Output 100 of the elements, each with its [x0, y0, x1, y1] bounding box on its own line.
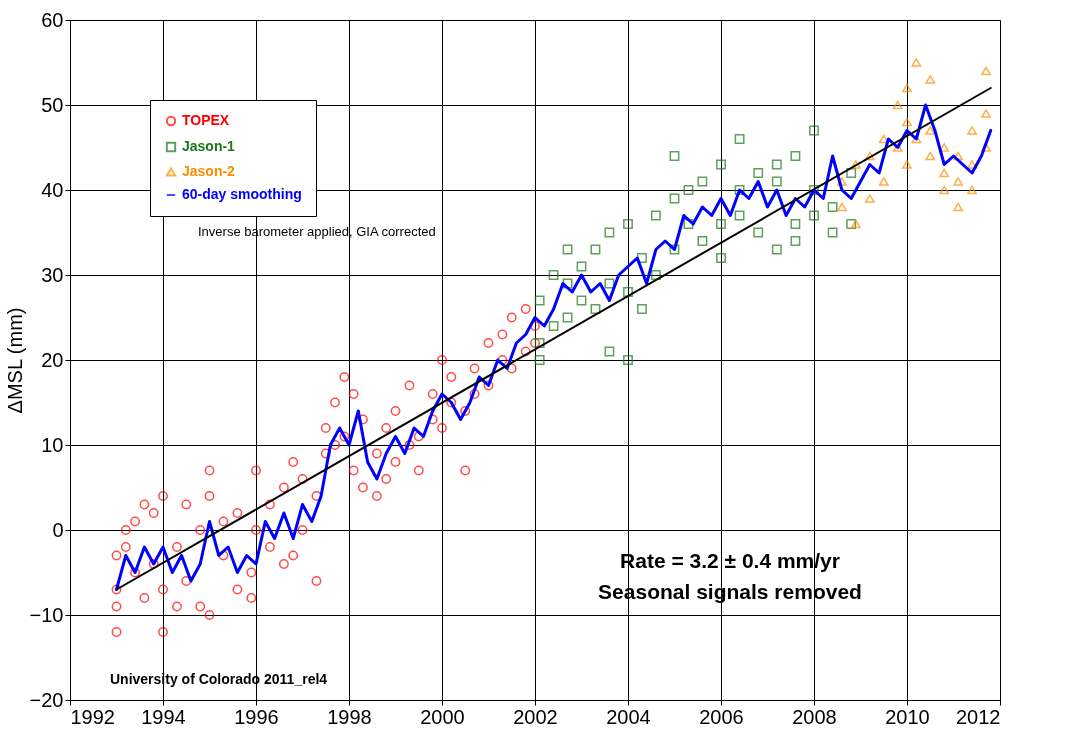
- point: [734, 134, 745, 144]
- point: [534, 338, 545, 348]
- point: [683, 219, 694, 229]
- x-tick-label: 1994: [141, 705, 186, 728]
- point: [548, 270, 559, 280]
- point: [771, 159, 782, 170]
- point: [590, 304, 601, 314]
- point: [878, 177, 889, 186]
- point: [562, 244, 573, 255]
- point: [734, 185, 745, 195]
- point: [827, 202, 838, 212]
- legend-label: TOPEX: [182, 112, 230, 128]
- x-tick-label: 2000: [420, 705, 465, 728]
- point: [771, 244, 782, 255]
- x-tick-label: 2010: [885, 705, 930, 728]
- point: [669, 193, 680, 204]
- y-tick-label: 40: [41, 178, 64, 201]
- point: [953, 202, 964, 212]
- point: [534, 355, 545, 365]
- point: [981, 143, 991, 152]
- y-tick-label: −10: [29, 603, 64, 626]
- point: [753, 168, 764, 178]
- x-tick-label: 2006: [699, 705, 744, 728]
- point: [925, 151, 936, 161]
- x-tick-label: 2012: [956, 705, 1001, 728]
- point: [623, 287, 633, 297]
- point: [836, 202, 847, 212]
- x-tick-label: 1992: [70, 705, 115, 728]
- point: [809, 210, 819, 221]
- point: [623, 355, 633, 365]
- point: [850, 219, 861, 229]
- point: [981, 66, 991, 76]
- point: [716, 159, 726, 170]
- point: [902, 160, 912, 169]
- point: [967, 160, 978, 169]
- point: [650, 210, 661, 221]
- point: [827, 227, 838, 238]
- point: [878, 134, 889, 144]
- legend-label: Jason-2: [182, 163, 236, 179]
- point: [902, 117, 912, 127]
- y-tick-label: 0: [52, 518, 64, 541]
- point: [669, 244, 680, 255]
- x-tick-label: 2002: [513, 705, 558, 728]
- point: [604, 346, 615, 357]
- point: [939, 185, 950, 195]
- y-tick-label: 20: [41, 348, 64, 371]
- point: [637, 304, 647, 314]
- y-tick-label: −20: [29, 688, 64, 711]
- point: [809, 125, 819, 136]
- point: [716, 219, 726, 229]
- point: [576, 295, 587, 306]
- point: [809, 185, 819, 195]
- point: [925, 75, 936, 84]
- point: [669, 151, 680, 161]
- point: [562, 278, 573, 289]
- point: [771, 176, 782, 187]
- point: [650, 270, 661, 280]
- x-tick-label: 2008: [792, 705, 837, 728]
- y-tick-label: 10: [41, 433, 64, 456]
- point: [576, 261, 587, 272]
- point: [534, 295, 545, 306]
- point: [548, 321, 559, 331]
- point: [911, 134, 922, 144]
- point: [846, 219, 857, 229]
- point: [697, 176, 708, 187]
- point: [697, 236, 708, 246]
- point: [753, 227, 764, 238]
- point: [953, 177, 964, 186]
- point: [716, 253, 726, 263]
- x-tick-label: 1998: [327, 705, 372, 728]
- point: [925, 126, 936, 135]
- point: [604, 227, 615, 238]
- point: [850, 160, 861, 169]
- point: [604, 278, 615, 289]
- point: [836, 177, 847, 186]
- point: [562, 312, 573, 323]
- point: [790, 219, 801, 229]
- y-axis-title: ΔMSL (mm): [3, 307, 26, 414]
- point: [864, 194, 875, 203]
- y-tick-label: 50: [41, 93, 64, 116]
- point: [953, 151, 964, 161]
- point: [967, 185, 978, 195]
- point: [590, 244, 601, 255]
- x-tick-label: 1996: [234, 705, 279, 728]
- legend-label: Jason-1: [182, 138, 236, 154]
- point: [939, 143, 950, 152]
- point: [846, 168, 857, 178]
- y-tick-label: 60: [41, 8, 64, 31]
- x-tick-label: 2004: [606, 705, 651, 728]
- point: [892, 143, 903, 152]
- y-tick-label: 30: [41, 263, 64, 286]
- point: [967, 126, 978, 135]
- point: [892, 100, 903, 110]
- point: [734, 210, 745, 221]
- point: [864, 151, 875, 161]
- legend-label: 60-day smoothing: [182, 186, 302, 202]
- point: [981, 109, 991, 118]
- point: [790, 151, 801, 161]
- point: [911, 58, 922, 67]
- point: [623, 219, 633, 229]
